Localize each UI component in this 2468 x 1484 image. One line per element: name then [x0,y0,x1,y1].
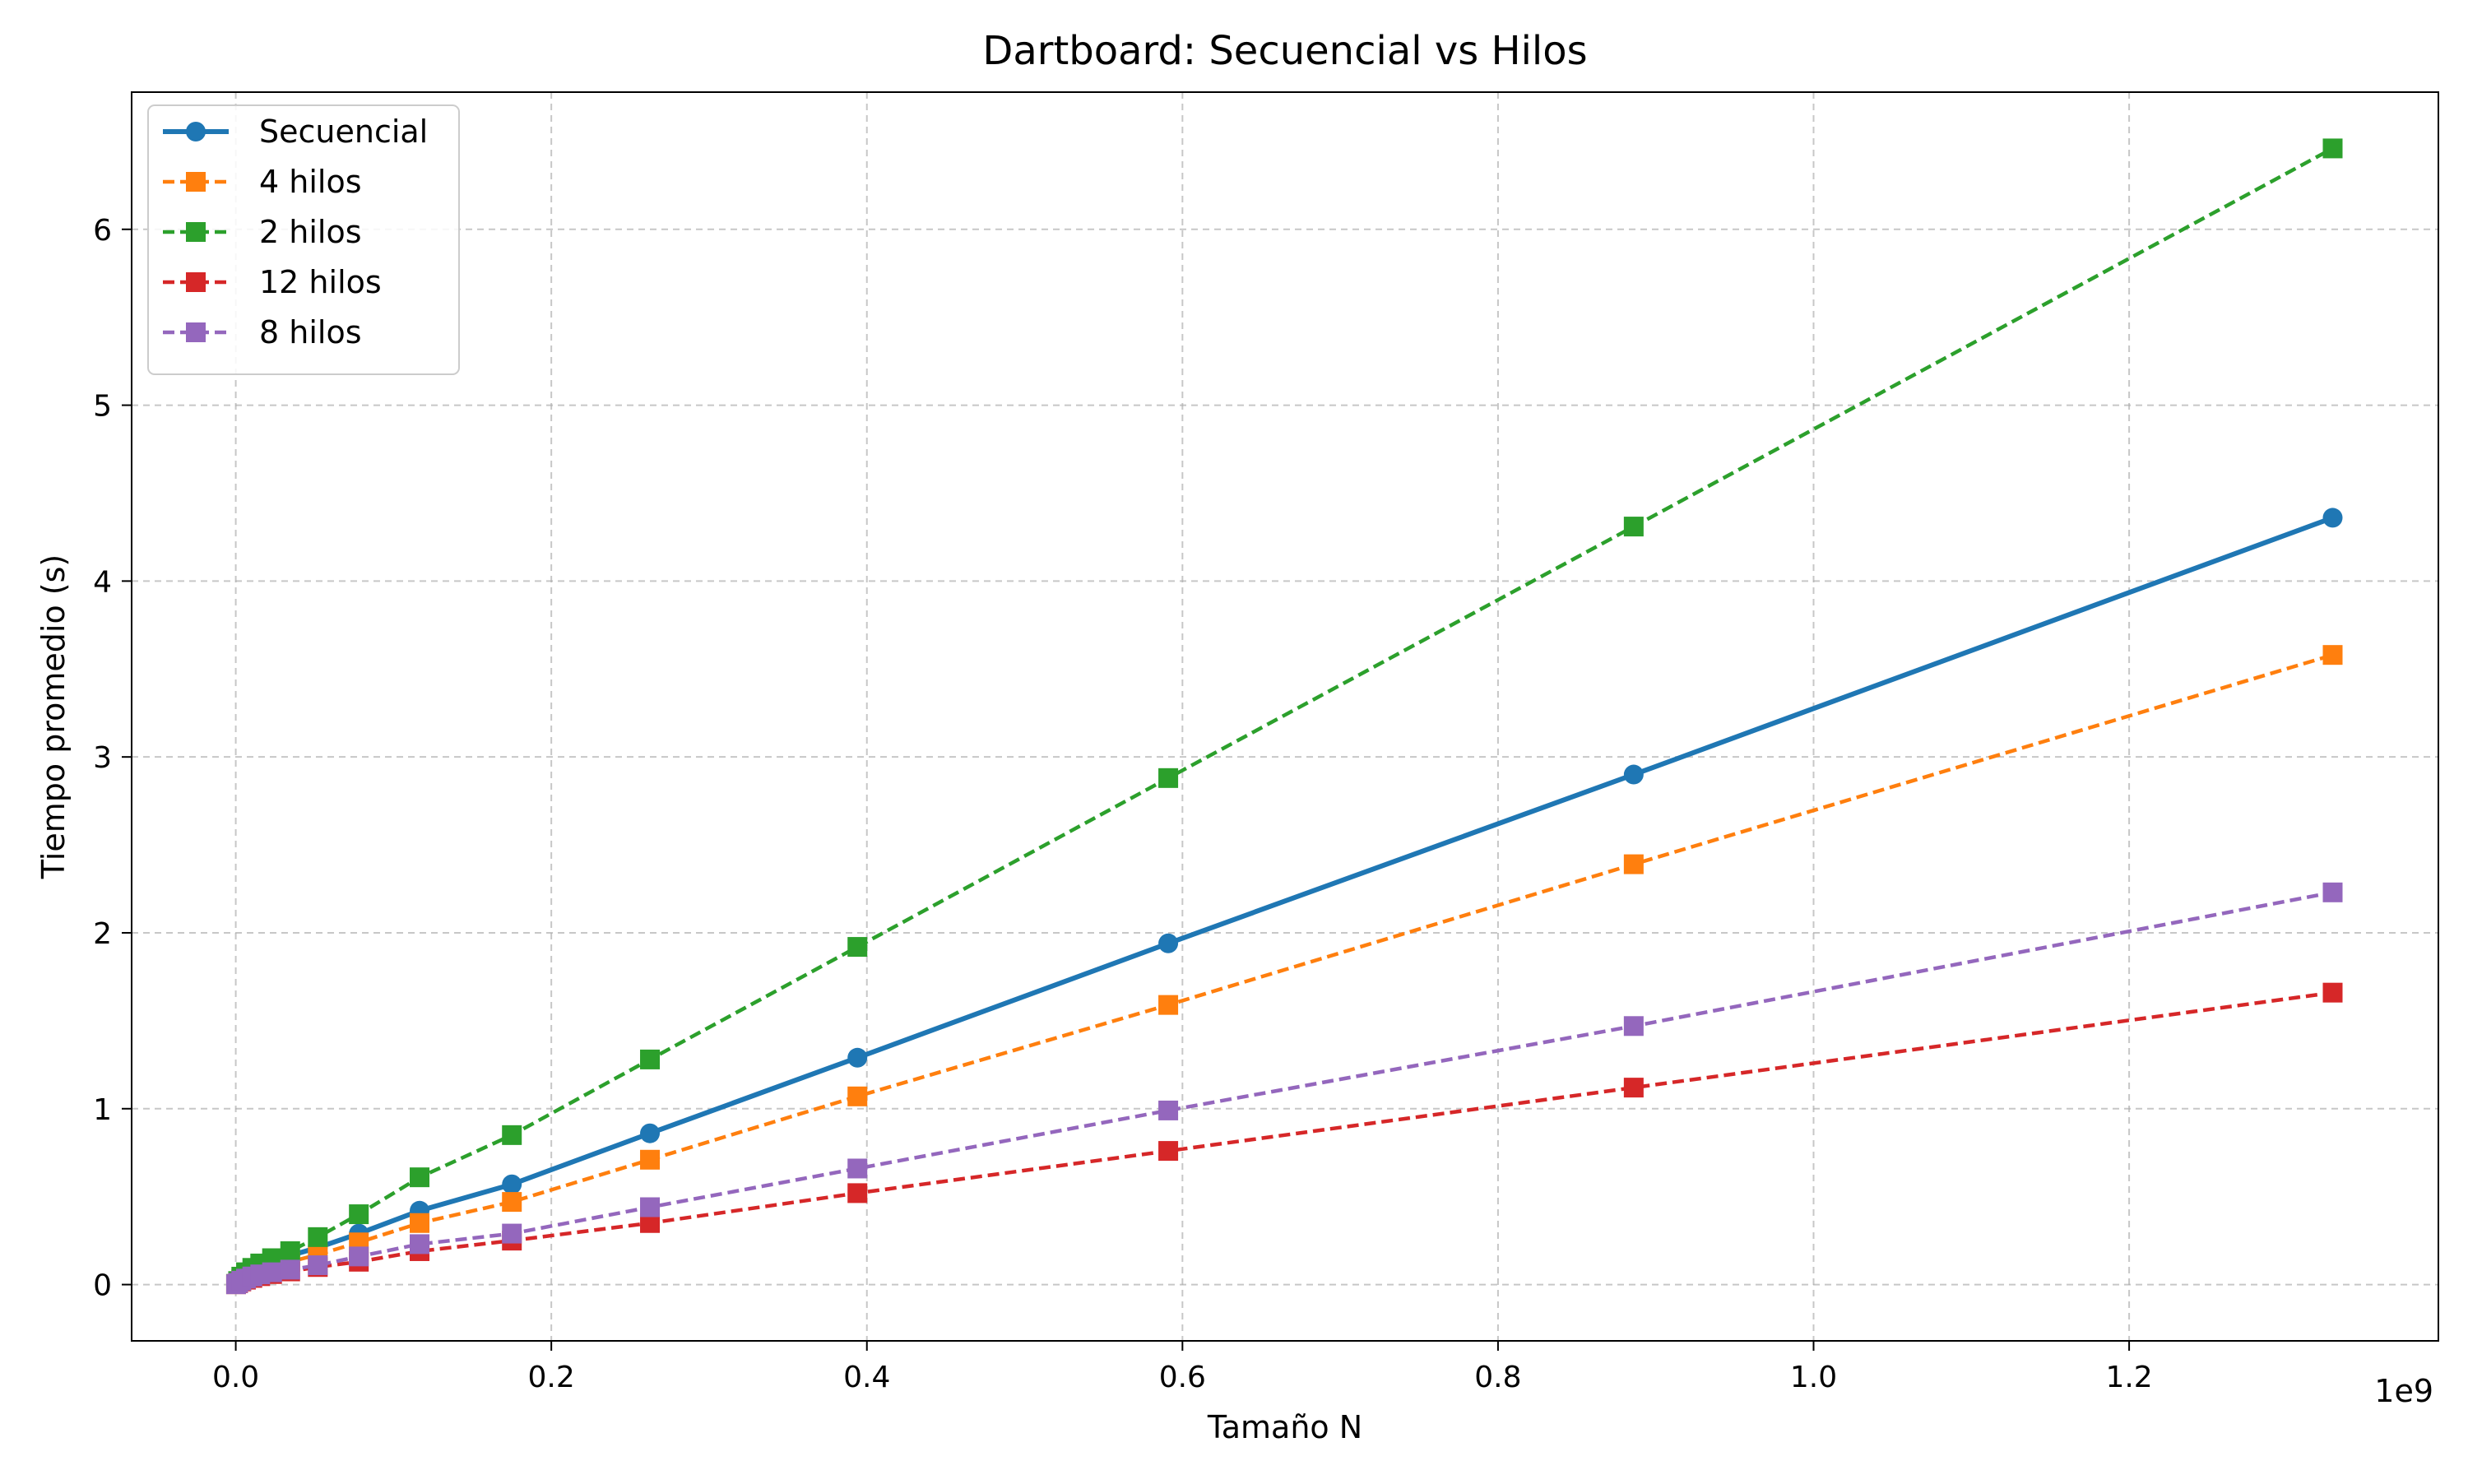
legend-label-12-hilos: 12 hilos [259,264,382,300]
legend-marker [186,222,206,242]
data-point [2322,508,2343,528]
data-point [262,1262,282,1282]
legend-marker [186,122,206,141]
legend-label-8-hilos: 8 hilos [259,314,362,350]
series-layer [225,138,2343,1295]
data-point [410,1167,430,1188]
grid-lines [132,92,2438,1341]
x-tick-label: 1.2 [2105,1361,2152,1394]
data-point [640,1197,661,1217]
x-tick-label: 0.0 [212,1361,259,1394]
x-tick-label: 0.8 [1474,1361,1521,1394]
data-point [349,1246,369,1267]
data-point [1158,933,1179,953]
data-point [847,937,868,958]
data-point [502,1192,522,1213]
legend-marker [186,272,206,292]
data-point [410,1213,430,1233]
legend-label-4-hilos: 4 hilos [259,164,362,200]
data-point [502,1174,522,1194]
y-tick-label: 1 [93,1093,112,1127]
data-point [847,1086,868,1106]
y-tick-label: 3 [93,741,112,775]
data-point [280,1259,300,1280]
legend: Secuencial 4 hilos 2 hilos 12 hilos 8 hilos [147,104,460,375]
data-point [847,1158,868,1179]
data-point [502,1125,522,1145]
data-point [2322,138,2343,159]
data-point [349,1204,369,1225]
x-axis-offset-label: 1e9 [2374,1373,2433,1409]
y-tick-label: 4 [93,565,112,599]
x-tick-label: 0.6 [1159,1361,1206,1394]
data-point [1158,1100,1179,1120]
series-markers-8-hilos [225,882,2343,1295]
axes: 0.0 0.2 0.4 0.6 0.8 1.0 1.2 0 1 2 3 4 5 6 [93,214,2153,1394]
data-point [1623,517,1644,537]
legend-label-secuencial: Secuencial [259,114,428,150]
data-point [1623,854,1644,874]
x-tick-label: 1.0 [1790,1361,1837,1394]
legend-marker [186,172,206,192]
data-point [308,1255,328,1276]
x-tick-label: 0.4 [843,1361,890,1394]
data-point [2322,645,2343,665]
data-point [847,1183,868,1203]
chart-title: Dartboard: Secuencial vs Hilos [982,28,1587,74]
data-point [1158,995,1179,1015]
data-point [2322,982,2343,1003]
y-tick-label: 5 [93,390,112,424]
y-tick-label: 0 [93,1269,112,1303]
data-point [502,1223,522,1244]
data-point [2322,882,2343,902]
y-tick-label: 2 [93,917,112,951]
data-point [847,1047,868,1068]
y-tick-label: 6 [93,214,112,248]
legend-label-2-hilos: 2 hilos [259,214,362,250]
data-point [308,1227,328,1247]
x-axis-label: Tamaño N [1207,1409,1362,1445]
data-point [1623,1078,1644,1098]
data-point [640,1123,661,1143]
data-point [1623,1016,1644,1036]
data-point [1623,764,1644,785]
data-point [280,1241,300,1261]
legend-marker [186,322,206,342]
x-tick-label: 0.2 [528,1361,575,1394]
legend-frame [147,104,460,375]
y-axis-label: Tiempo promedio (s) [35,554,72,879]
data-point [640,1149,661,1170]
data-point [1158,768,1179,788]
data-point [640,1049,661,1069]
data-point [410,1234,430,1254]
plot-frame [131,91,2439,1342]
data-point [1158,1141,1179,1162]
